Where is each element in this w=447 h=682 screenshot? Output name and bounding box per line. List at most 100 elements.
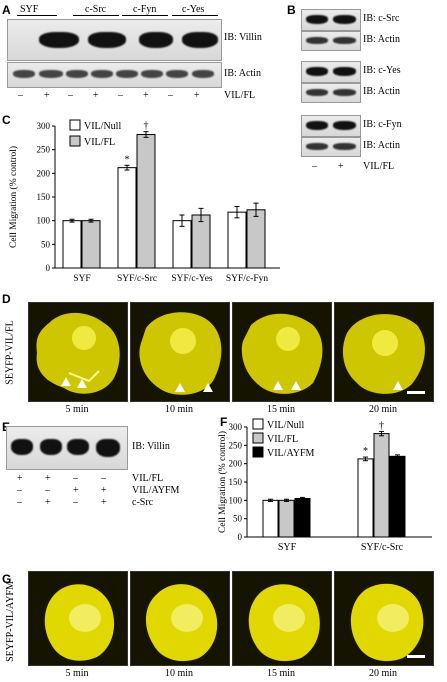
lane-sign: – [73,473,78,484]
bar [389,455,406,538]
time-label: 10 min [164,404,194,415]
x-tick-label: SYF [278,542,297,553]
chart-c: 0 50 100 150 200 250 300 Cell Migration (% cont… [8,119,280,284]
bar [278,499,295,538]
y-axis-label: Cell Migration (% control) [217,431,228,533]
group-underline [17,15,57,16]
lane-sign: + [44,90,50,101]
side-label-wrap: SEYFP-VIL/FL [4,302,16,402]
legend-label: VIL/FL [84,137,115,148]
legend-swatch [252,446,264,458]
y-tick-label: 200 [37,168,51,178]
arrowhead-icon [291,381,301,390]
row-label: VIL/AYFM [132,485,180,496]
scale-bar [407,655,425,658]
panel-letter-c: C [2,113,11,127]
time-label: 20 min [368,404,398,415]
blot-band [67,439,89,455]
time-label: 10 min [164,668,194,679]
lane-sign: + [101,485,107,496]
blot-label: IB: Actin [363,140,400,151]
blot-band [39,70,63,78]
legend-swatch [252,418,264,430]
y-tick-label: 100 [229,495,243,505]
western-blot-csrc [301,9,361,31]
blot-band [91,70,113,78]
lane-sign: – [118,90,123,101]
blot-label: IB: Villin [224,32,262,43]
blot-label: IB: c-Fyn [363,119,402,130]
lane-sign: – [101,473,106,484]
micrograph-d-2 [130,302,230,402]
cell-image [145,584,218,662]
side-label: SEYFP-VIL/FL [4,319,16,385]
cell-image [248,584,320,662]
y-tick-label: 300 [37,121,51,131]
cell-line-label: c-Src [85,4,107,15]
cell-image [44,584,115,661]
bar [373,433,390,538]
blot-label: IB: c-Yes [363,65,401,76]
blot-band [13,70,35,78]
blot-band [333,89,356,96]
blot-band [39,32,79,48]
group-underline [73,15,119,16]
bar [262,499,279,538]
y-tick-label: 150 [229,477,243,487]
y-tick-label: 0 [46,263,51,273]
bar [246,209,266,269]
bar [136,134,156,269]
x-tick-label: SYF/c-Src [361,542,404,553]
lane-sign: – [17,497,22,508]
blot-band [166,70,188,78]
arrowhead-icon [77,379,87,388]
cell-image [139,312,222,395]
blot-band [88,32,126,48]
cell-image [350,583,424,662]
blot-band [306,15,328,24]
lane-sign: – [17,485,22,496]
bar [357,458,374,538]
legend-label: VIL/Null [267,420,304,431]
time-label: 5 min [65,404,89,415]
blot-band [333,15,356,24]
blot-label: IB: Actin [224,68,261,79]
cell-image [36,312,120,394]
micrograph-g-4 [334,571,434,666]
group-underline [172,15,218,16]
lane-sign: + [93,90,99,101]
cell-image [241,313,323,394]
blot-band [333,143,356,150]
legend-label: VIL/FL [267,434,298,445]
time-label: 15 min [266,404,296,415]
bar [294,498,311,538]
lane-sign: – [73,497,78,508]
time-label: 5 min [65,668,89,679]
row-label: VIL/FL [363,161,395,172]
lane-sign: + [338,161,344,172]
blot-band [306,89,328,96]
lane-sign: + [45,473,51,484]
western-blot-actin [301,31,361,51]
row-label: c-Src [132,497,154,508]
bar [117,167,137,269]
blot-band [306,67,328,76]
x-tick-label: SYF [73,274,90,284]
time-label: 20 min [368,668,398,679]
y-tick-label: 50 [233,514,243,524]
legend-swatch [69,135,81,147]
western-blot-actin [7,62,222,88]
lane-sign: – [18,90,23,101]
cell-line-label: c-Yes [182,4,205,15]
arrowhead-icon [175,383,185,392]
lane-sign: – [68,90,73,101]
significance-mark: † [144,121,149,132]
x-tick-label: SYF/c-Yes [171,274,213,284]
lane-sign: + [73,485,79,496]
blot-band [116,70,138,78]
bar [81,220,101,269]
blot-band [306,143,328,150]
x-tick-label: SYF/c-Fyn [226,274,268,284]
x-tick-label: SYF/c-Src [117,274,157,284]
